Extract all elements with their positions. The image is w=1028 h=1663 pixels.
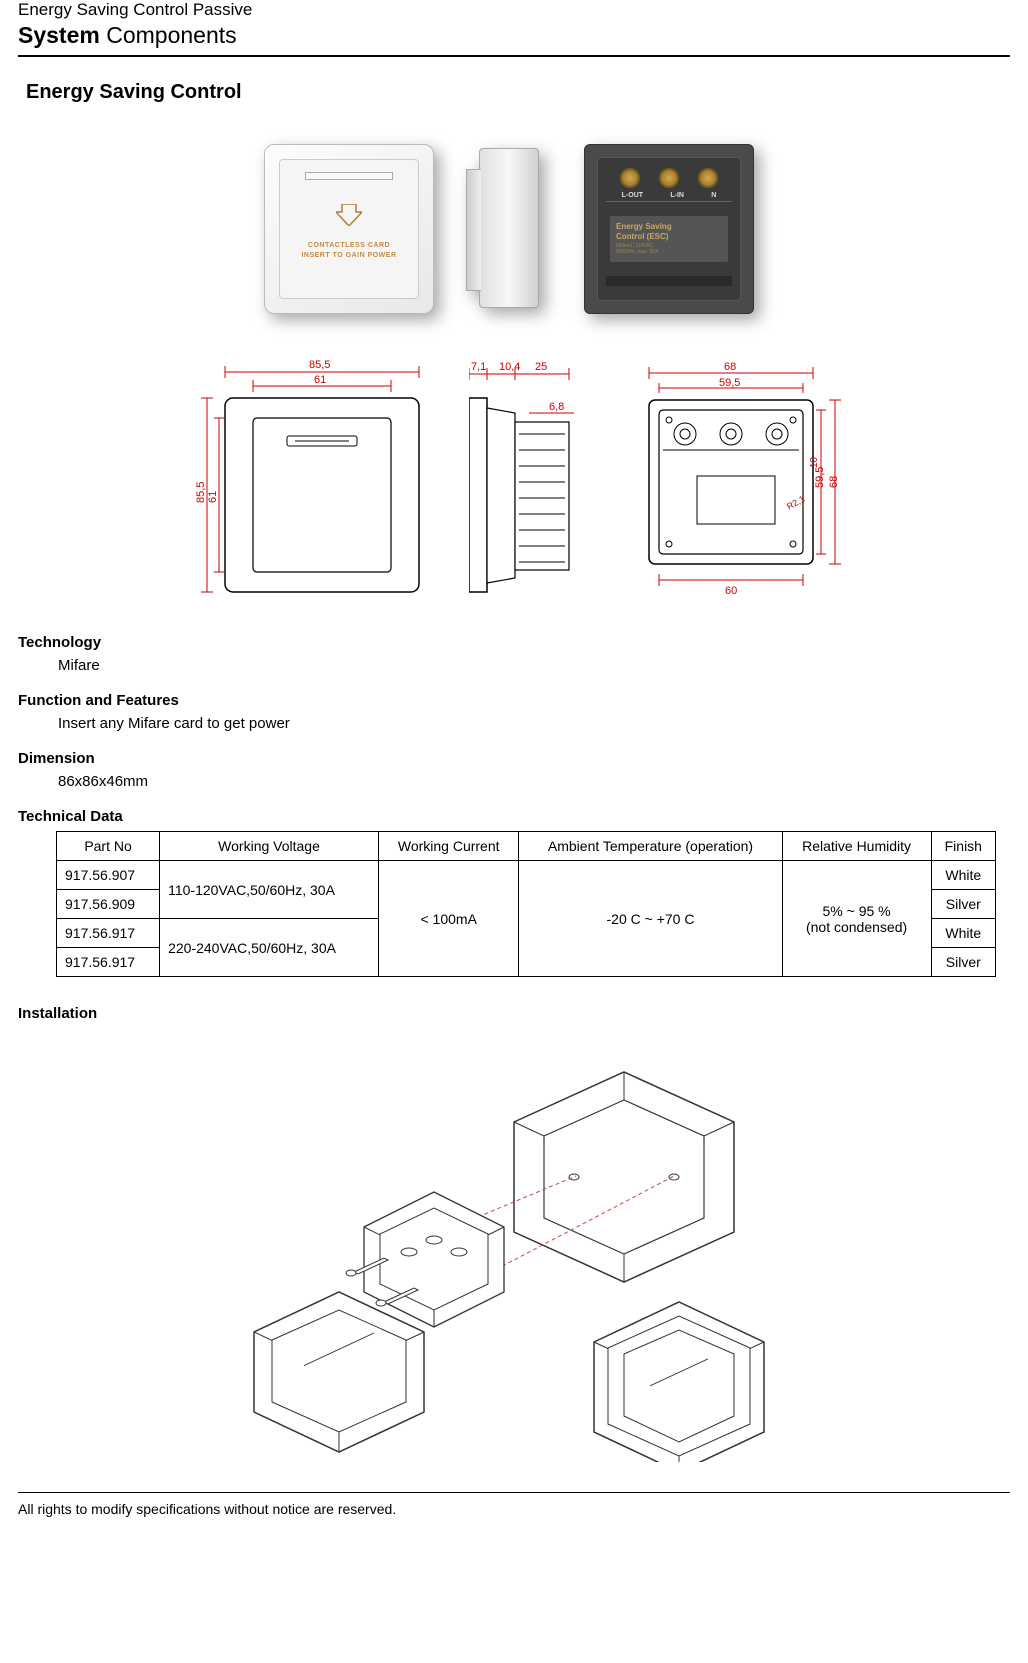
table-header: Working Voltage [160, 832, 379, 861]
terminal-label: N [711, 192, 716, 199]
table-cell: Silver [931, 948, 995, 977]
table-cell: 917.56.917 [57, 919, 160, 948]
table-cell: 917.56.909 [57, 890, 160, 919]
back-label-line: Control (ESC) [616, 232, 722, 242]
svg-text:59,5: 59,5 [719, 377, 740, 389]
svg-text:68: 68 [828, 476, 840, 488]
engineering-drawings: 85,5 61 85,5 61 [18, 358, 1010, 598]
table-cell-line: 5% ~ 95 % [823, 903, 891, 919]
section-title: Energy Saving Control [26, 81, 1010, 104]
table-header: Part No [57, 832, 160, 861]
table-cell: 5% ~ 95 % (not condensed) [782, 861, 931, 977]
svg-text:10: 10 [809, 456, 820, 468]
spec-function: Function and Features Insert any Mifare … [18, 692, 1010, 732]
svg-text:61: 61 [314, 374, 326, 386]
terminal-label: L-IN [670, 192, 684, 199]
card-slot-icon [305, 172, 393, 180]
table-cell: 917.56.907 [57, 861, 160, 890]
spec-heading: Dimension [18, 750, 1010, 767]
terminal-label: L-OUT [622, 192, 643, 199]
header-top-line: Energy Saving Control Passive [18, 0, 1010, 20]
svg-text:10,4: 10,4 [499, 361, 520, 373]
svg-text:85,5: 85,5 [195, 482, 207, 503]
front-text-line1: CONTACTLESS CARD [301, 241, 396, 251]
spec-value: Mifare [58, 657, 1010, 674]
drawing-back: 68 59,5 [589, 358, 869, 598]
terminal-icon [698, 168, 718, 188]
product-front-view: CONTACTLESS CARD INSERT TO GAIN POWER [264, 144, 444, 324]
header-main-bold: System [18, 22, 100, 48]
svg-text:59,5: 59,5 [814, 467, 826, 488]
table-cell: 220-240VAC,50/60Hz, 30A [160, 919, 379, 977]
back-label-box: Energy Saving Control (ESC) Mifare1, 110… [610, 216, 728, 262]
front-text-line2: INSERT TO GAIN POWER [301, 251, 396, 261]
header-main-rest: Components [100, 22, 237, 48]
svg-text:61: 61 [207, 491, 219, 503]
svg-text:68: 68 [724, 361, 736, 373]
table-cell: 917.56.917 [57, 948, 160, 977]
spec-installation: Installation [18, 1005, 1010, 1462]
terminal-icon [620, 168, 640, 188]
footer-text: All rights to modify specifications with… [18, 1492, 1010, 1517]
table-cell: White [931, 861, 995, 890]
spec-dimension: Dimension 86x86x46mm [18, 750, 1010, 790]
spec-technical-data: Technical Data Part No Working Voltage W… [18, 808, 1010, 977]
spec-technology: Technology Mifare [18, 634, 1010, 674]
spec-heading: Technology [18, 634, 1010, 651]
table-cell: Silver [931, 890, 995, 919]
drawing-side: 7,1 10,4 25 6,8 [469, 358, 579, 598]
spec-value: Insert any Mifare card to get power [58, 715, 1010, 732]
front-plate-text: CONTACTLESS CARD INSERT TO GAIN POWER [301, 241, 396, 261]
back-label-line: Energy Saving [616, 222, 722, 232]
spec-heading: Installation [18, 1005, 1010, 1022]
spec-heading: Technical Data [18, 808, 1010, 825]
table-header-row: Part No Working Voltage Working Current … [57, 832, 996, 861]
table-header: Working Current [378, 832, 519, 861]
table-cell: 110-120VAC,50/60Hz, 30A [160, 861, 379, 919]
table-cell: < 100mA [378, 861, 519, 977]
arrow-down-icon [336, 204, 362, 226]
svg-text:60: 60 [725, 585, 737, 597]
installation-diagram [214, 1042, 814, 1462]
table-header: Ambient Temperature (operation) [519, 832, 782, 861]
table-cell-line: (not condensed) [806, 919, 907, 935]
drawing-front: 85,5 61 85,5 61 [159, 358, 459, 598]
product-image-row: CONTACTLESS CARD INSERT TO GAIN POWER [18, 144, 1010, 324]
terminal-icon [659, 168, 679, 188]
technical-data-table: Part No Working Voltage Working Current … [56, 831, 996, 977]
table-header: Relative Humidity [782, 832, 931, 861]
header-main: System Components [18, 22, 1010, 57]
svg-text:25: 25 [535, 361, 547, 373]
spec-heading: Function and Features [18, 692, 1010, 709]
svg-text:7,1: 7,1 [471, 361, 486, 373]
product-side-view [464, 144, 564, 324]
table-cell: -20 C ~ +70 C [519, 861, 782, 977]
product-back-view: L-OUT L-IN N Energy Saving Control (ESC)… [584, 144, 764, 324]
back-label-line: 50/60Hz, max. 30A [616, 249, 722, 256]
dim-label: 85,5 [309, 359, 330, 371]
table-header: Finish [931, 832, 995, 861]
svg-text:6,8: 6,8 [549, 401, 564, 413]
spec-value: 86x86x46mm [58, 773, 1010, 790]
table-cell: White [931, 919, 995, 948]
table-row: 917.56.907 110-120VAC,50/60Hz, 30A < 100… [57, 861, 996, 890]
